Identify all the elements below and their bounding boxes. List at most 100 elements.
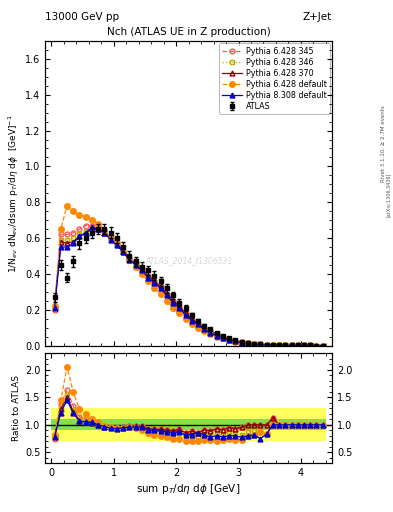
Pythia 6.428 370 xyxy=(108,235,113,241)
Pythia 6.428 346 xyxy=(289,342,294,348)
Pythia 8.308 default xyxy=(133,262,138,268)
Pythia 6.428 370 xyxy=(277,342,281,348)
Pythia 6.428 345 xyxy=(189,315,194,322)
Pythia 6.428 default xyxy=(121,249,125,255)
Pythia 6.428 346 xyxy=(96,226,101,232)
Pythia 6.428 370 xyxy=(289,342,294,348)
Pythia 6.428 346 xyxy=(140,267,144,273)
Pythia 6.428 346 xyxy=(90,226,94,232)
Pythia 8.308 default xyxy=(277,342,281,348)
Pythia 6.428 default xyxy=(71,208,75,215)
Pythia 6.428 370 xyxy=(252,340,257,347)
Pythia 6.428 345 xyxy=(283,342,288,348)
Pythia 6.428 default xyxy=(220,335,225,342)
Pythia 6.428 370 xyxy=(320,343,325,349)
Pythia 6.428 370 xyxy=(183,310,188,316)
Title: Nch (ATLAS UE in Z production): Nch (ATLAS UE in Z production) xyxy=(107,28,270,37)
Pythia 8.308 default xyxy=(171,300,175,306)
Pythia 6.428 345 xyxy=(314,343,319,349)
Pythia 6.428 default xyxy=(277,342,281,348)
Pythia 6.428 370 xyxy=(77,233,82,240)
Pythia 6.428 default xyxy=(233,338,238,345)
Text: ATLAS_2014_I1306531: ATLAS_2014_I1306531 xyxy=(145,256,232,265)
Pythia 8.308 default xyxy=(102,229,107,236)
Pythia 6.428 370 xyxy=(258,341,263,347)
Pythia 6.428 370 xyxy=(71,239,75,245)
Pythia 6.428 346 xyxy=(121,249,125,255)
Pythia 6.428 default xyxy=(65,203,70,209)
Pythia 6.428 346 xyxy=(320,343,325,349)
Pythia 6.428 346 xyxy=(52,305,57,311)
Pythia 6.428 346 xyxy=(152,280,157,286)
Pythia 6.428 370 xyxy=(127,255,132,261)
Pythia 6.428 346 xyxy=(83,228,88,234)
Pythia 6.428 default xyxy=(314,343,319,349)
Pythia 6.428 345 xyxy=(140,265,144,271)
Pythia 6.428 default xyxy=(289,342,294,348)
Pythia 6.428 default xyxy=(308,343,312,349)
Pythia 6.428 345 xyxy=(108,235,113,241)
Pythia 6.428 345 xyxy=(183,310,188,316)
Pythia 6.428 370 xyxy=(233,337,238,344)
Pythia 6.428 370 xyxy=(264,342,269,348)
Pythia 6.428 370 xyxy=(65,241,70,247)
Pythia 6.428 345 xyxy=(90,222,94,228)
Pythia 6.428 default xyxy=(52,303,57,309)
Pythia 6.428 370 xyxy=(296,343,300,349)
Y-axis label: 1/N$_{ev}$ dN$_{ev}$/dsum p$_T$/d$\eta$ d$\phi$  [GeV]$^{-1}$: 1/N$_{ev}$ dN$_{ev}$/dsum p$_T$/d$\eta$ … xyxy=(6,114,21,272)
Pythia 6.428 345 xyxy=(65,231,70,238)
Pythia 8.308 default xyxy=(140,267,144,273)
Pythia 6.428 346 xyxy=(264,342,269,348)
Pythia 6.428 345 xyxy=(83,222,88,228)
Pythia 6.428 default xyxy=(189,321,194,327)
Pythia 6.428 345 xyxy=(302,343,307,349)
Pythia 8.308 default xyxy=(65,244,70,250)
Pythia 6.428 345 xyxy=(246,340,250,346)
Pythia 8.308 default xyxy=(220,335,225,341)
Pythia 8.308 default xyxy=(239,339,244,346)
Pythia 6.428 346 xyxy=(233,338,238,344)
Pythia 6.428 default xyxy=(270,342,275,348)
Pythia 8.308 default xyxy=(283,342,288,348)
Pythia 6.428 346 xyxy=(277,342,281,348)
Pythia 6.428 346 xyxy=(171,300,175,306)
Pythia 8.308 default xyxy=(296,343,300,349)
Pythia 8.308 default xyxy=(289,342,294,348)
Pythia 6.428 345 xyxy=(289,342,294,348)
Pythia 6.428 default xyxy=(177,310,182,316)
Pythia 6.428 346 xyxy=(202,327,207,333)
Pythia 6.428 default xyxy=(158,291,163,297)
Pythia 6.428 370 xyxy=(96,226,101,232)
Pythia 8.308 default xyxy=(121,249,125,255)
Pythia 8.308 default xyxy=(214,332,219,338)
Pythia 6.428 345 xyxy=(71,229,75,236)
Pythia 6.428 default xyxy=(146,278,151,284)
Text: [arXiv:1306.3436]: [arXiv:1306.3436] xyxy=(386,173,391,217)
Pythia 6.428 default xyxy=(90,217,94,223)
Pythia 6.428 370 xyxy=(314,343,319,349)
Pythia 6.428 345 xyxy=(102,228,107,234)
Pythia 6.428 345 xyxy=(258,341,263,347)
Pythia 6.428 default xyxy=(83,214,88,220)
Pythia 6.428 default xyxy=(77,212,82,218)
Text: Rivet 3.1.10, ≥ 2.7M events: Rivet 3.1.10, ≥ 2.7M events xyxy=(381,105,386,182)
Pythia 6.428 default xyxy=(246,340,250,347)
Pythia 8.308 default xyxy=(314,343,319,349)
Pythia 6.428 370 xyxy=(270,342,275,348)
Pythia 8.308 default xyxy=(158,285,163,291)
Pythia 8.308 default xyxy=(246,340,250,347)
Pythia 6.428 370 xyxy=(152,278,157,284)
Pythia 8.308 default xyxy=(90,224,94,230)
Pythia 6.428 370 xyxy=(177,303,182,309)
Line: Pythia 8.308 default: Pythia 8.308 default xyxy=(52,225,325,348)
Pythia 6.428 346 xyxy=(65,237,70,243)
Pythia 6.428 370 xyxy=(121,248,125,254)
Pythia 6.428 346 xyxy=(239,339,244,346)
Pythia 6.428 345 xyxy=(320,343,325,349)
Pythia 8.308 default xyxy=(208,330,213,336)
Pythia 8.308 default xyxy=(77,233,82,240)
Pythia 6.428 370 xyxy=(146,272,151,279)
Pythia 6.428 345 xyxy=(127,255,132,261)
Pythia 8.308 default xyxy=(115,242,119,248)
Pythia 6.428 345 xyxy=(164,291,169,297)
